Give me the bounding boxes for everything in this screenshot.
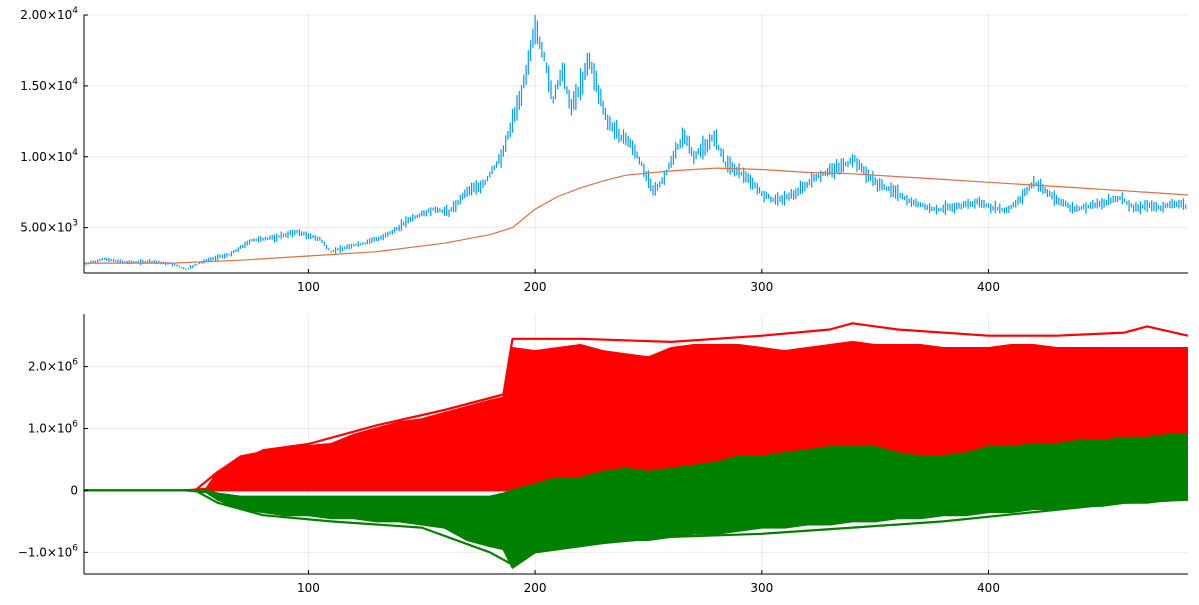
price-y-tick-label: 1.50×104 <box>20 77 78 93</box>
price-x-tick-label: 200 <box>524 280 547 294</box>
price-x-tick-label: 400 <box>977 280 1000 294</box>
price-series-bars <box>84 15 1187 271</box>
pnl-plot-area <box>84 322 1188 569</box>
price-x-tick-label: 300 <box>750 280 773 294</box>
price-plot-area <box>84 15 1188 271</box>
pnl-x-tick-label: 100 <box>297 581 320 595</box>
pnl-band-red <box>84 340 1188 492</box>
price-chart-panel: 100 200 300 400 5.00×103 1.00×104 1.50×104 2.00… <box>20 6 1188 294</box>
pnl-y-tick-label: 0 <box>70 483 78 497</box>
pnl-x-tick-label: 200 <box>524 581 547 595</box>
price-y-tick-label: 5.00×103 <box>20 219 78 235</box>
pnl-y-tick-label: 2.0×106 <box>28 358 78 374</box>
price-x-tick-label: 100 <box>297 280 320 294</box>
price-series-line-1 <box>84 167 1188 264</box>
pnl-chart-panel: 100 200 300 400 −1.0×106 0 1.0×106 2.0×106 <box>18 314 1188 595</box>
pnl-band-green <box>84 433 1188 569</box>
pnl-x-tick-label: 300 <box>750 581 773 595</box>
pnl-y-tick-label: −1.0×106 <box>18 543 78 559</box>
pnl-y-tick-label: 1.0×106 <box>28 420 78 436</box>
pnl-series-line-1 <box>84 489 1188 566</box>
pnl-series-line-0 <box>84 322 1188 492</box>
pnl-x-tick-label: 400 <box>977 581 1000 595</box>
price-y-tick-label: 1.00×104 <box>20 148 78 164</box>
price-y-tick-label: 2.00×104 <box>20 6 78 22</box>
